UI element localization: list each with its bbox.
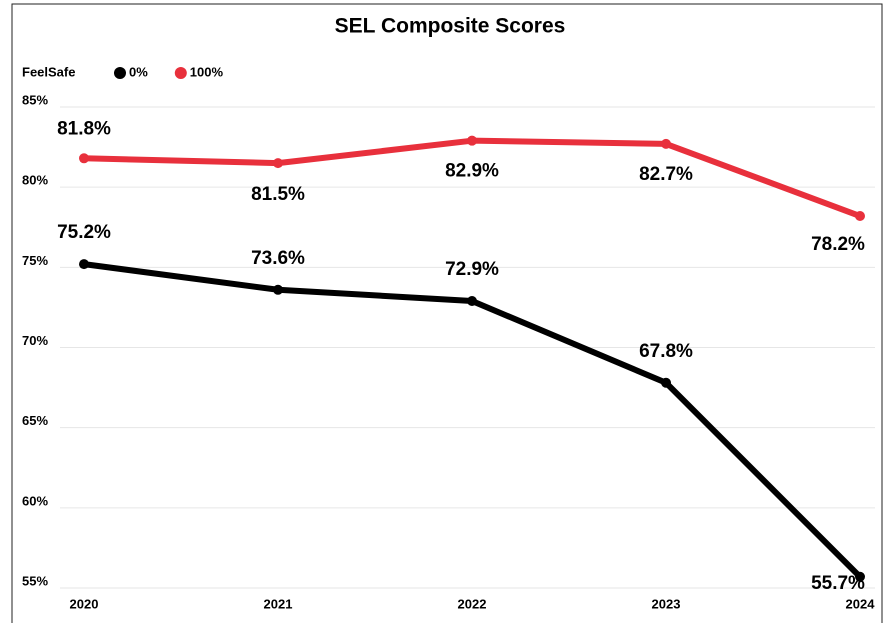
data-point bbox=[661, 138, 671, 149]
data-point bbox=[79, 259, 89, 270]
x-tick-label: 2021 bbox=[264, 596, 293, 611]
data-label: 72.9% bbox=[445, 259, 499, 280]
y-tick-label: 80% bbox=[22, 173, 48, 188]
data-label: 75.2% bbox=[57, 222, 111, 243]
legend-marker bbox=[114, 67, 126, 79]
data-label: 82.7% bbox=[639, 164, 693, 185]
data-point bbox=[855, 211, 865, 222]
chart-border bbox=[11, 3, 883, 623]
x-tick-label: 2020 bbox=[70, 596, 99, 611]
data-label: 67.8% bbox=[639, 341, 693, 362]
y-tick-label: 75% bbox=[22, 253, 48, 268]
x-tick-label: 2024 bbox=[846, 596, 876, 611]
data-label: 55.7% bbox=[811, 573, 865, 594]
x-tick-label: 2022 bbox=[458, 596, 487, 611]
chart-title: SEL Composite Scores bbox=[335, 15, 566, 38]
data-label: 81.8% bbox=[57, 118, 111, 139]
data-label: 73.6% bbox=[251, 248, 305, 269]
legend-label: 0% bbox=[129, 64, 148, 79]
legend-label: 100% bbox=[190, 64, 224, 79]
y-tick-label: 60% bbox=[22, 493, 48, 508]
y-tick-label: 65% bbox=[22, 413, 48, 428]
data-point bbox=[467, 296, 477, 307]
data-label: 78.2% bbox=[811, 234, 865, 255]
legend-marker bbox=[174, 67, 187, 79]
data-point bbox=[855, 571, 865, 582]
x-tick-label: 2023 bbox=[652, 596, 681, 611]
y-tick-label: 70% bbox=[22, 333, 48, 348]
series-line bbox=[81, 261, 863, 580]
y-tick-label: 85% bbox=[22, 92, 48, 107]
data-point bbox=[273, 284, 283, 295]
data-point bbox=[79, 153, 89, 164]
data-point bbox=[467, 135, 477, 146]
data-label: 81.5% bbox=[251, 184, 305, 205]
data-label: 82.9% bbox=[445, 161, 499, 182]
data-point bbox=[661, 377, 671, 388]
y-tick-label: 55% bbox=[22, 573, 48, 588]
data-point bbox=[273, 158, 283, 169]
legend-title: FeelSafe bbox=[22, 64, 75, 79]
